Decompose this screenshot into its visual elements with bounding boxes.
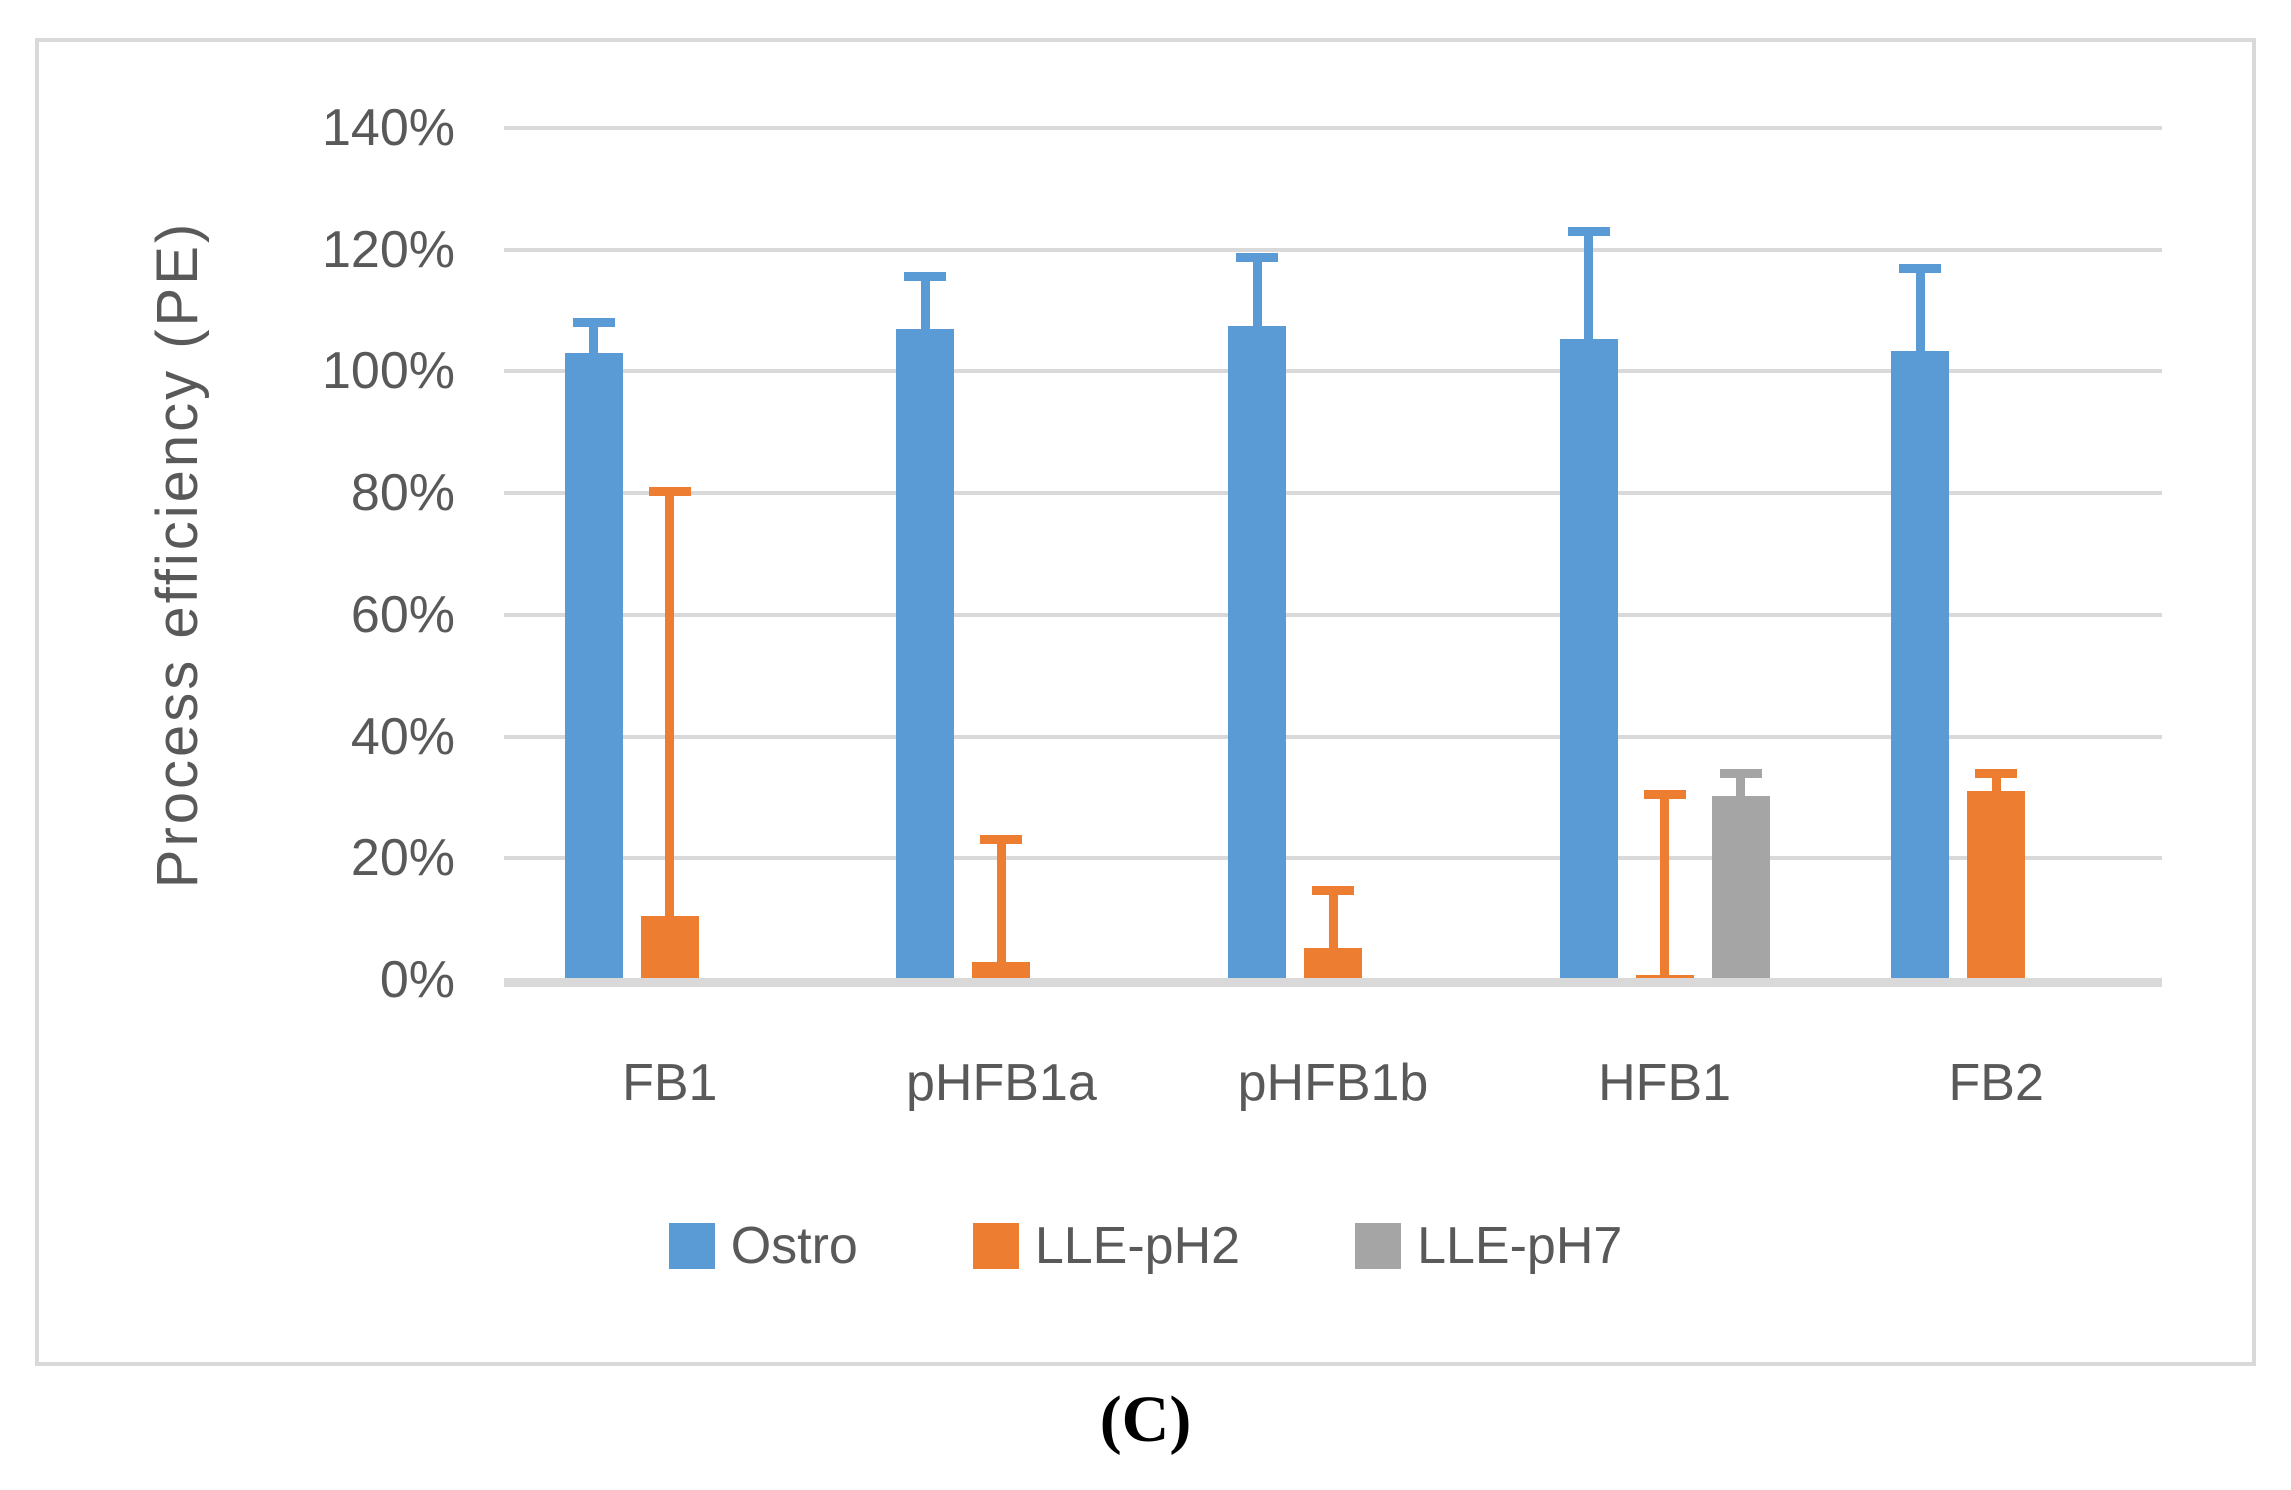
error-stem-LLE-pH2-pHFB1b bbox=[1328, 895, 1338, 949]
legend-swatch-LLE-pH2 bbox=[972, 1223, 1019, 1269]
error-stem-LLE-pH2-FB1 bbox=[665, 496, 675, 917]
y-axis-title-text: Process efficiency (PE) bbox=[145, 220, 211, 888]
error-stem-LLE-pH2-pHFB1a bbox=[996, 844, 1006, 962]
legend-item-LLE-pH7: LLE-pH7 bbox=[1355, 1218, 1622, 1274]
legend-swatch-Ostro bbox=[668, 1223, 715, 1269]
error-stem-Ostro-FB1 bbox=[589, 327, 599, 354]
bar-LLE-pH2-FB1 bbox=[640, 916, 699, 980]
y-tick-label-40%: 40% bbox=[350, 707, 455, 766]
error-stem-Ostro-pHFB1a bbox=[920, 281, 930, 329]
x-category-label-pHFB1b: pHFB1b bbox=[1237, 1054, 1429, 1112]
y-tick-label-120%: 120% bbox=[322, 220, 455, 279]
legend-label-LLE-pH7: LLE-pH7 bbox=[1417, 1217, 1623, 1275]
gridline-80% bbox=[504, 491, 2162, 496]
error-stem-Ostro-FB2 bbox=[1915, 272, 1925, 352]
error-cap-LLE-pH7-HFB1 bbox=[1719, 769, 1762, 779]
error-stem-Ostro-pHFB1b bbox=[1252, 261, 1262, 326]
bar-Ostro-FB2 bbox=[1891, 351, 1950, 980]
error-stem-LLE-pH2-FB2 bbox=[1991, 777, 2001, 792]
error-cap-Ostro-HFB1 bbox=[1567, 226, 1610, 236]
legend-swatch-LLE-pH7 bbox=[1355, 1223, 1402, 1269]
bar-LLE-pH7-HFB1 bbox=[1711, 795, 1770, 980]
x-category-label-FB1: FB1 bbox=[622, 1054, 718, 1112]
gridline-60% bbox=[504, 612, 2162, 617]
chart-frame bbox=[35, 38, 2256, 1366]
legend-label-Ostro: Ostro bbox=[730, 1217, 858, 1275]
x-axis-line bbox=[504, 978, 2162, 987]
y-tick-label-140%: 140% bbox=[322, 99, 455, 157]
bar-Ostro-HFB1 bbox=[1559, 339, 1618, 980]
error-stem-LLE-pH2-HFB1 bbox=[1660, 798, 1670, 976]
y-tick-label-100%: 100% bbox=[322, 342, 455, 401]
x-category-label-HFB1: HFB1 bbox=[1598, 1054, 1732, 1112]
error-cap-Ostro-pHFB1b bbox=[1236, 252, 1278, 262]
bar-LLE-pH2-pHFB1a bbox=[972, 961, 1031, 980]
figure-caption: (C) bbox=[1099, 1383, 1192, 1456]
legend-item-LLE-pH2: LLE-pH2 bbox=[972, 1217, 1241, 1275]
error-cap-LLE-pH2-FB1 bbox=[648, 487, 691, 497]
error-cap-LLE-pH2-pHFB1a bbox=[980, 835, 1023, 845]
gridline-20% bbox=[504, 856, 2162, 861]
error-stem-Ostro-HFB1 bbox=[1584, 235, 1594, 340]
bar-LLE-pH2-FB2 bbox=[1967, 791, 2026, 980]
error-cap-Ostro-FB1 bbox=[572, 318, 615, 328]
y-tick-label-80%: 80% bbox=[350, 464, 455, 523]
y-tick-label-0%: 0% bbox=[379, 951, 455, 1009]
gridline-100% bbox=[504, 369, 2162, 374]
error-cap-Ostro-FB2 bbox=[1899, 263, 1942, 273]
plot-area bbox=[504, 126, 2162, 987]
gridline-140% bbox=[504, 126, 2162, 130]
bar-Ostro-pHFB1a bbox=[896, 328, 955, 980]
gridline-120% bbox=[504, 247, 2162, 252]
y-tick-label-60%: 60% bbox=[350, 585, 455, 644]
x-category-label-FB2: FB2 bbox=[1948, 1054, 2044, 1112]
bar-LLE-pH2-pHFB1b bbox=[1304, 948, 1362, 980]
legend: Ostro LLE-pH2 LLE-pH7 bbox=[35, 1206, 2256, 1286]
y-tick-label-20%: 20% bbox=[350, 829, 455, 888]
x-category-label-pHFB1a: pHFB1a bbox=[906, 1054, 1097, 1112]
bar-LLE-pH2-HFB1 bbox=[1635, 975, 1694, 980]
bar-Ostro-pHFB1b bbox=[1228, 325, 1286, 980]
error-cap-Ostro-pHFB1a bbox=[904, 272, 947, 282]
gridline-40% bbox=[504, 734, 2162, 739]
error-cap-LLE-pH2-HFB1 bbox=[1643, 789, 1686, 799]
bar-Ostro-FB1 bbox=[564, 353, 623, 980]
legend-item-Ostro: Ostro bbox=[668, 1217, 858, 1275]
legend-label-LLE-pH2: LLE-pH2 bbox=[1034, 1217, 1241, 1275]
error-cap-LLE-pH2-pHFB1b bbox=[1312, 886, 1354, 896]
error-stem-LLE-pH7-HFB1 bbox=[1736, 778, 1746, 796]
error-cap-LLE-pH2-FB2 bbox=[1975, 768, 2018, 778]
